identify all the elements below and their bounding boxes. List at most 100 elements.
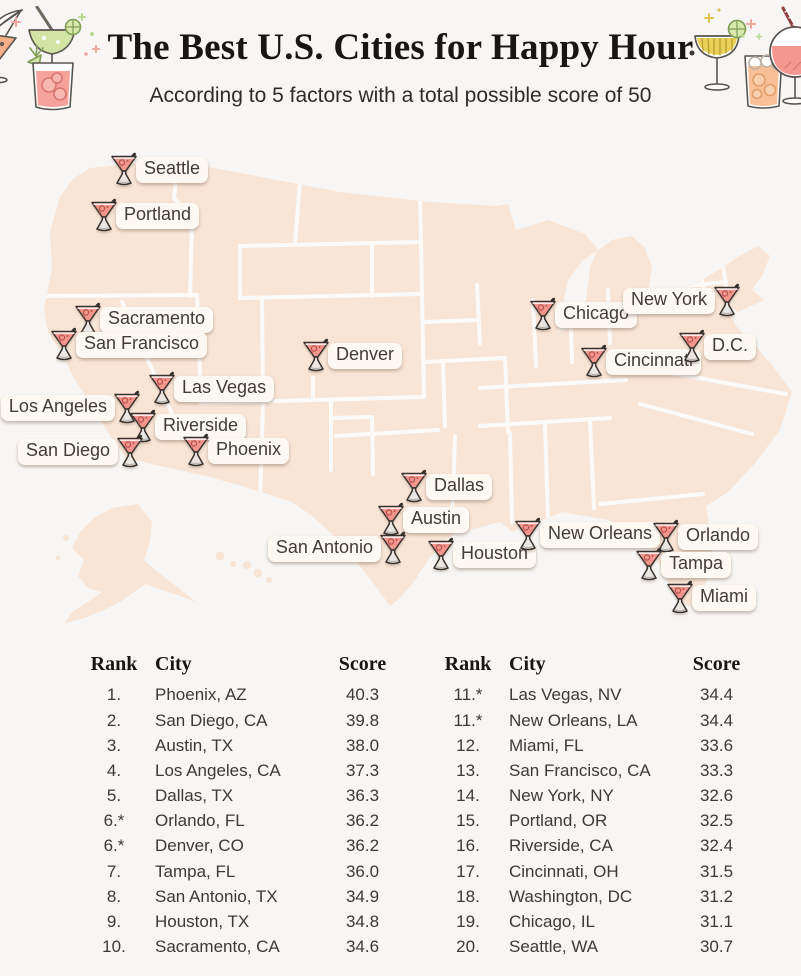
city-cell: Phoenix, AZ <box>155 685 247 705</box>
rank-cell: 17. <box>456 861 480 881</box>
table-row: 15. Portland, OR 32.5 <box>442 809 754 834</box>
score-cell: 32.5 <box>699 811 734 831</box>
martini-glass-icon <box>581 344 607 378</box>
decor-left-cocktails <box>0 6 100 111</box>
rank-cell: 4. <box>106 760 122 780</box>
page-title: The Best U.S. Cities for Happy Hour <box>107 27 694 68</box>
score-cell: 31.1 <box>699 911 734 931</box>
hawaii <box>215 551 272 583</box>
city-label: Orlando <box>678 524 759 550</box>
city-label: Las Vegas <box>174 376 275 402</box>
score-cell: 34.4 <box>699 685 734 705</box>
score-cell: 39.8 <box>345 710 380 730</box>
table-row: 18. Washington, DC 31.2 <box>442 884 754 909</box>
city-label: New York <box>622 288 715 314</box>
table-row: 6.* Denver, CO 36.2 <box>88 834 400 859</box>
martini-glass-icon <box>130 409 156 443</box>
city-cell: San Diego, CA <box>155 710 268 730</box>
rank-cell: 12. <box>456 735 480 755</box>
martini-glass-icon <box>111 152 137 186</box>
rank-cell: 6.* <box>103 811 125 831</box>
rocks-glass-icon <box>27 45 74 111</box>
rank-cell: 8. <box>106 886 122 906</box>
score-cell: 34.9 <box>345 886 380 906</box>
martini-glass-icon <box>117 434 143 468</box>
score-cell: 31.5 <box>699 861 734 881</box>
map-marker-orlando: Orlando <box>651 519 759 555</box>
score-cell: 33.6 <box>699 735 734 755</box>
table-row: 8. San Antonio, TX 34.9 <box>88 884 400 909</box>
city-cell: Orlando, FL <box>155 811 245 831</box>
city-cell: Portland, OR <box>509 811 608 831</box>
martini-glass-icon <box>714 283 740 317</box>
map-marker-san-francisco: San Francisco <box>49 327 208 363</box>
map-marker-san-diego: San Diego <box>17 434 145 470</box>
city-cell: Houston, TX <box>155 911 250 931</box>
city-label: San Francisco <box>76 332 208 358</box>
table-row: 10. Sacramento, CA 34.6 <box>88 935 400 960</box>
city-label: Los Angeles <box>0 395 115 421</box>
martini-glass-icon <box>679 329 705 363</box>
score-cell: 40.3 <box>345 685 380 705</box>
city-label: Seattle <box>136 157 209 183</box>
rank-cell: 14. <box>456 786 480 806</box>
city-cell: Chicago, IL <box>509 911 595 931</box>
rocks-glass-icon <box>744 54 783 109</box>
us-map: Seattle Portland Sacramento San Francisco La… <box>0 140 801 652</box>
city-label: Dallas <box>426 474 493 500</box>
map-marker-new-orleans: New Orleans <box>513 517 661 553</box>
score-cell: 34.4 <box>699 710 734 730</box>
table-row: 11.* Las Vegas, NV 34.4 <box>442 683 754 708</box>
rank-cell: 15. <box>456 811 480 831</box>
city-label: Austin <box>403 507 470 533</box>
martini-glass-icon <box>530 297 556 331</box>
table-row: 13. San Francisco, CA 33.3 <box>442 759 754 784</box>
score-cell: 31.2 <box>699 886 734 906</box>
rank-header: Rank <box>444 653 492 675</box>
city-label: D.C. <box>704 334 756 360</box>
map-marker-riverside: Riverside <box>128 409 247 445</box>
coupe-glass-icon <box>694 19 747 91</box>
city-cell: San Francisco, CA <box>509 760 651 780</box>
city-cell: New York, NY <box>509 786 614 806</box>
city-label: Riverside <box>155 414 247 440</box>
score-cell: 37.3 <box>345 760 380 780</box>
ranking-table-11-20: Rank City Score 11.* Las Vegas, NV 34.4 11.… <box>442 653 754 960</box>
sparkle-icons <box>11 13 100 56</box>
city-cell: Denver, CO <box>155 836 244 856</box>
city-cell: Miami, FL <box>509 735 584 755</box>
city-label: Miami <box>692 585 756 611</box>
martini-glass-icon <box>114 390 140 424</box>
rank-cell: 10. <box>102 937 126 957</box>
city-label: New Orleans <box>540 522 661 548</box>
table-row: 2. San Diego, CA 39.8 <box>88 708 400 733</box>
city-cell: Sacramento, CA <box>155 937 280 957</box>
martini-glass-icon <box>378 502 404 536</box>
score-cell: 32.4 <box>699 836 734 856</box>
city-label: San Antonio <box>267 536 381 562</box>
table-row: 11.* New Orleans, LA 34.4 <box>442 708 754 733</box>
table-row: 12. Miami, FL 33.6 <box>442 733 754 758</box>
table-row: 5. Dallas, TX 36.3 <box>88 784 400 809</box>
city-cell: Dallas, TX <box>155 786 234 806</box>
city-cell: San Antonio, TX <box>155 886 278 906</box>
score-cell: 34.6 <box>345 937 380 957</box>
score-cell: 36.2 <box>345 836 380 856</box>
contiguous-us <box>44 160 792 608</box>
table-row: 6.* Orlando, FL 36.2 <box>88 809 400 834</box>
map-marker-denver: Denver <box>301 338 403 374</box>
ranking-tables: Rank City Score 1. Phoenix, AZ 40.3 2. San D… <box>88 653 754 960</box>
city-cell: Cincinnati, OH <box>509 861 619 881</box>
map-marker-portland: Portland <box>89 198 200 234</box>
city-label: Denver <box>328 343 403 369</box>
rank-cell: 2. <box>106 710 122 730</box>
city-cell: New Orleans, LA <box>509 710 638 730</box>
martini-glass-icon <box>380 531 406 565</box>
city-cell: Tampa, FL <box>155 861 236 881</box>
rank-cell: 3. <box>106 735 122 755</box>
rank-cell: 1. <box>106 685 122 705</box>
rank-cell: 9. <box>106 911 122 931</box>
rank-cell: 6.* <box>103 836 125 856</box>
martini-glass-icon <box>91 198 117 232</box>
table-row: 9. Houston, TX 34.8 <box>88 910 400 935</box>
